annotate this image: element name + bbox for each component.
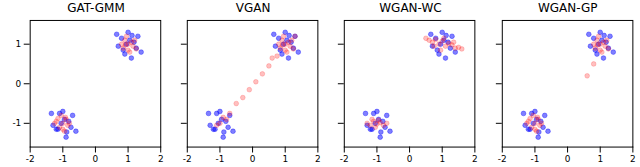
svg-text:-2: -2 bbox=[340, 154, 349, 164]
svg-text:-1: -1 bbox=[58, 154, 67, 164]
svg-text:2: 2 bbox=[158, 154, 164, 164]
svg-text:0: 0 bbox=[16, 79, 22, 89]
html-text:VGAN: VGAN bbox=[235, 1, 271, 15]
svg-text:0: 0 bbox=[250, 154, 256, 164]
svg-text:1: 1 bbox=[440, 154, 446, 164]
svg-text:0: 0 bbox=[93, 154, 99, 164]
svg-text:-1: -1 bbox=[216, 154, 225, 164]
svg-text:1: 1 bbox=[283, 154, 289, 164]
svg-text:0: 0 bbox=[407, 154, 413, 164]
html-text:WGAN-WC: WGAN-WC bbox=[379, 1, 442, 15]
html-text:GAT-GMM: GAT-GMM bbox=[67, 1, 125, 15]
svg-text:-2: -2 bbox=[183, 154, 192, 164]
svg-text:-1: -1 bbox=[530, 154, 539, 164]
svg-text:2: 2 bbox=[472, 154, 478, 164]
svg-text:-2: -2 bbox=[498, 154, 507, 164]
svg-text:2: 2 bbox=[630, 154, 636, 164]
svg-text:-1: -1 bbox=[12, 118, 21, 128]
html-text:WGAN-GP: WGAN-GP bbox=[537, 1, 598, 15]
svg-text:1: 1 bbox=[125, 154, 131, 164]
svg-text:1: 1 bbox=[16, 39, 22, 49]
svg-text:-2: -2 bbox=[26, 154, 35, 164]
svg-text:-1: -1 bbox=[373, 154, 382, 164]
svg-text:0: 0 bbox=[564, 154, 570, 164]
svg-text:1: 1 bbox=[597, 154, 603, 164]
svg-text:2: 2 bbox=[315, 154, 321, 164]
